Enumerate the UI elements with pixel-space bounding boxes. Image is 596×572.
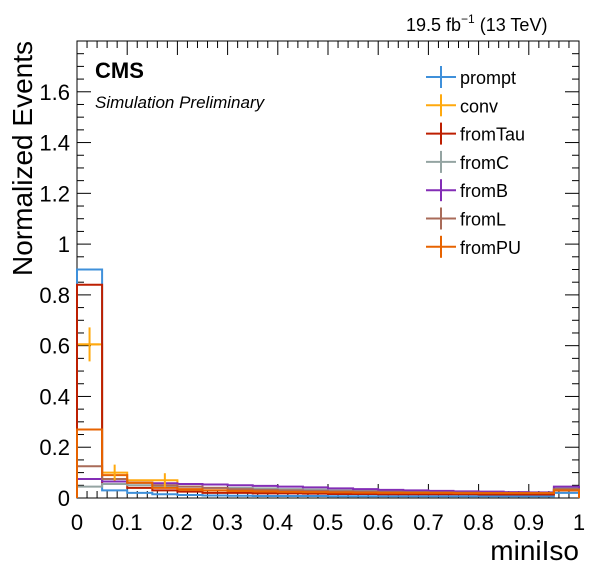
y-axis-title: Normalized Events (7, 41, 38, 276)
histogram-series (77, 270, 579, 499)
y-tick-label: 1 (58, 232, 70, 257)
legend-label: fromC (460, 153, 509, 173)
lumi-exponent: −1 (461, 12, 475, 26)
energy-label: (13 TeV) (475, 15, 548, 35)
legend-item-fromPU: fromPU (426, 236, 521, 258)
x-tick-label: 0.5 (313, 510, 344, 535)
y-tick-label: 0.6 (39, 334, 70, 359)
y-tick-label: 1.4 (39, 131, 70, 156)
y-tick-label: 1.6 (39, 80, 70, 105)
x-tick-label: 0.6 (363, 510, 394, 535)
legend-label: fromB (460, 181, 508, 201)
series-prompt (77, 270, 579, 499)
y-tick-label: 0 (58, 486, 70, 511)
series-fromTau (77, 285, 579, 498)
x-tick-label: 0.9 (514, 510, 545, 535)
legend-label: conv (460, 96, 498, 116)
legend-item-fromL: fromL (426, 208, 506, 230)
legend-label: prompt (460, 68, 516, 88)
y-tick-label: 0.4 (39, 384, 70, 409)
x-tick-label: 1 (573, 510, 585, 535)
legend: prompt conv fromTau fromC fromB fromL fromPU (426, 66, 525, 258)
legend-item-conv: conv (426, 94, 498, 116)
legend-item-fromB: fromB (426, 179, 508, 201)
y-tick-label: 0.2 (39, 435, 70, 460)
experiment-label: CMS (95, 58, 144, 83)
x-tick-label: 0.4 (263, 510, 294, 535)
x-tick-label: 0.2 (162, 510, 193, 535)
subtitle-label: Simulation Preliminary (95, 93, 266, 112)
axis-tick-labels: 0 0.1 0.2 0.3 0.4 0.5 0.6 0.7 0.8 0.9 1 0 0.2 0.4 0.6 0… (39, 80, 585, 535)
legend-label: fromL (460, 210, 506, 230)
x-tick-label: 0.1 (112, 510, 143, 535)
y-tick-label: 1.2 (39, 181, 70, 206)
series-conv (77, 344, 579, 498)
lumi-label: 19.5 fb−1 (13 TeV) (406, 12, 547, 35)
x-tick-label: 0.3 (212, 510, 243, 535)
x-tick-label: 0.8 (463, 510, 494, 535)
lumi-value: 19.5 fb (406, 15, 461, 35)
legend-label: fromTau (460, 125, 525, 145)
y-tick-label: 0.8 (39, 283, 70, 308)
legend-item-prompt: prompt (426, 66, 516, 88)
legend-label: fromPU (460, 238, 521, 258)
legend-item-fromTau: fromTau (426, 123, 525, 145)
x-tick-label: 0 (71, 510, 83, 535)
x-axis-title: miniIso (490, 535, 579, 566)
legend-item-fromC: fromC (426, 151, 509, 173)
x-tick-label: 0.7 (413, 510, 444, 535)
